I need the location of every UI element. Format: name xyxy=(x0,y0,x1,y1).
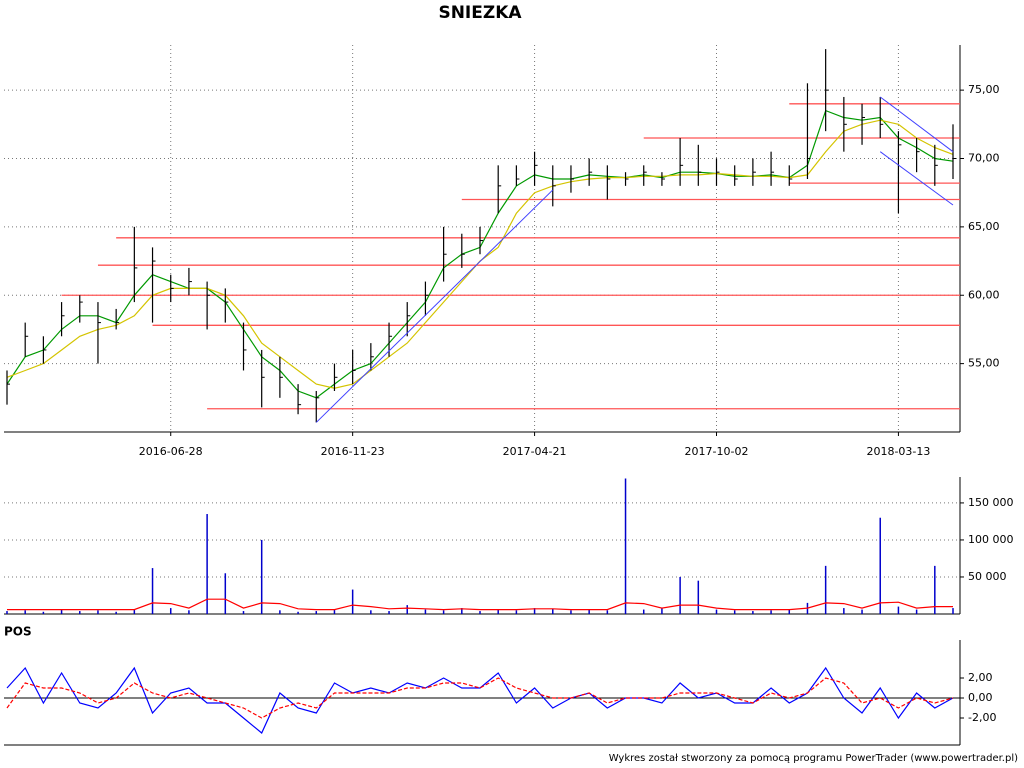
x-tick-label: 2018-03-13 xyxy=(866,445,930,458)
y-tick-label: -2,00 xyxy=(968,711,996,724)
oscillator-line xyxy=(6,677,954,719)
x-tick-label: 2016-06-28 xyxy=(139,445,203,458)
x-tick-label: 2017-10-02 xyxy=(685,445,749,458)
footer: Wykres został stworzony za pomocą progra… xyxy=(609,753,1018,764)
y-tick-label: 150 000 xyxy=(968,496,1014,509)
y-tick-label: 0,00 xyxy=(968,691,993,704)
y-tick-label: 50 000 xyxy=(968,570,1007,583)
x-tick-label: 2017-04-21 xyxy=(503,445,567,458)
x-tick-label: 2016-11-23 xyxy=(321,445,385,458)
trend-line xyxy=(315,189,554,423)
y-tick-label: 55,00 xyxy=(968,357,1000,370)
oscillator-line xyxy=(6,666,954,734)
trend-line xyxy=(879,96,954,153)
volume-average xyxy=(7,598,953,611)
y-tick-label: 60,00 xyxy=(968,288,1000,301)
y-tick-label: 70,00 xyxy=(968,152,1000,165)
y-tick-label: 2,00 xyxy=(968,671,993,684)
y-tick-label: 100 000 xyxy=(968,533,1014,546)
trend-line xyxy=(879,151,954,206)
chart-title: SNIEZKA xyxy=(438,3,522,23)
y-tick-label: 75,00 xyxy=(968,83,1000,96)
panel-title: POS xyxy=(4,625,32,639)
y-tick-label: 65,00 xyxy=(968,220,1000,233)
